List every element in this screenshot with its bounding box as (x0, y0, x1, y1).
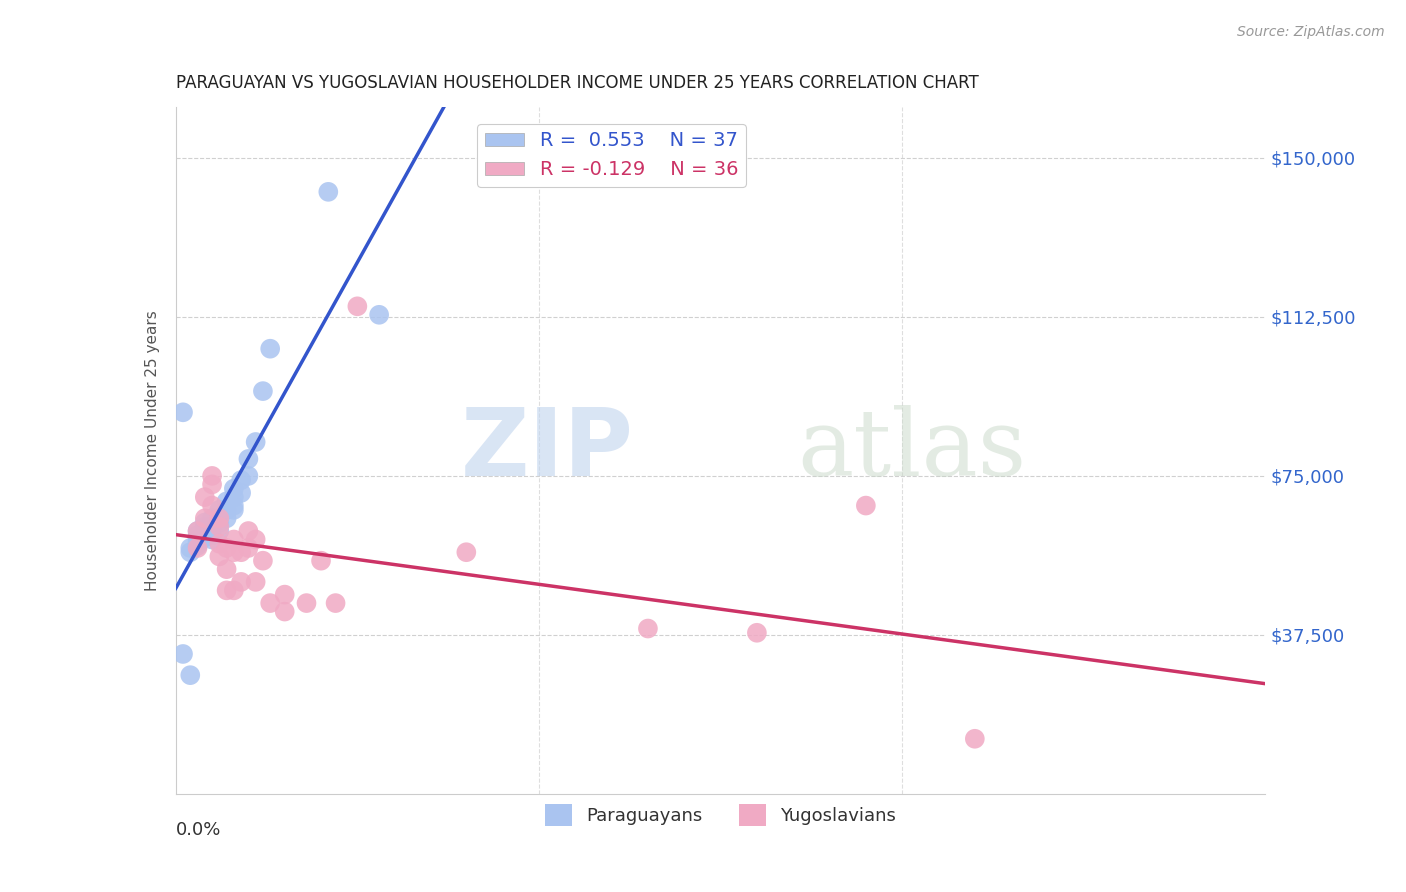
Point (172, 405, 194, 419)
Point (238, 524, 260, 538)
Point (222, 490, 245, 504)
Point (222, 499, 245, 513)
Point (238, 452, 260, 467)
Point (194, 511, 217, 525)
Point (194, 528, 217, 542)
Text: 0.0%: 0.0% (176, 822, 221, 839)
Point (252, 554, 274, 568)
Point (208, 516, 231, 530)
Point (186, 528, 209, 542)
Point (215, 511, 238, 525)
Point (231, 473, 253, 487)
Point (745, 625, 768, 640)
Point (231, 545, 253, 559)
Text: ZIP: ZIP (461, 404, 633, 497)
Point (201, 499, 224, 513)
Point (238, 541, 260, 555)
Point (346, 299, 368, 313)
Point (186, 539, 209, 553)
Point (215, 541, 238, 555)
Point (179, 668, 201, 682)
Point (259, 342, 281, 356)
Y-axis label: Householder Income Under 25 years: Householder Income Under 25 years (145, 310, 160, 591)
Point (186, 524, 209, 538)
Point (208, 511, 231, 525)
Text: atlas: atlas (797, 406, 1026, 495)
Text: PARAGUAYAN VS YUGOSLAVIAN HOUSEHOLDER INCOME UNDER 25 YEARS CORRELATION CHART: PARAGUAYAN VS YUGOSLAVIAN HOUSEHOLDER IN… (176, 74, 979, 92)
Point (245, 574, 267, 589)
Point (222, 503, 245, 517)
Point (194, 490, 217, 504)
Point (318, 185, 340, 199)
Point (245, 533, 267, 547)
Point (201, 533, 224, 547)
Point (208, 520, 231, 534)
Point (295, 596, 318, 610)
Point (172, 647, 194, 661)
Point (231, 574, 253, 589)
Text: Source: ZipAtlas.com: Source: ZipAtlas.com (1237, 25, 1385, 39)
Point (201, 511, 224, 525)
Point (201, 520, 224, 534)
Point (179, 545, 201, 559)
Point (186, 537, 209, 551)
Point (215, 494, 238, 508)
Point (208, 549, 231, 564)
Point (274, 588, 297, 602)
Point (186, 524, 209, 538)
Legend: Paraguayans, Yugoslavians: Paraguayans, Yugoslavians (537, 797, 904, 833)
Point (194, 530, 217, 544)
Point (252, 384, 274, 398)
Point (201, 477, 224, 491)
Point (208, 537, 231, 551)
Point (222, 583, 245, 598)
Point (245, 434, 267, 449)
Point (855, 499, 877, 513)
Point (456, 545, 478, 559)
Point (325, 596, 347, 610)
Point (259, 596, 281, 610)
Point (231, 486, 253, 500)
Point (238, 469, 260, 483)
Point (222, 482, 245, 496)
Point (208, 524, 231, 538)
Point (208, 503, 231, 517)
Point (194, 520, 217, 534)
Point (274, 605, 297, 619)
Point (194, 516, 217, 530)
Point (215, 562, 238, 576)
Point (637, 622, 659, 636)
Point (201, 528, 224, 542)
Point (215, 583, 238, 598)
Point (222, 533, 245, 547)
Point (215, 503, 238, 517)
Point (309, 554, 332, 568)
Point (963, 731, 986, 746)
Point (201, 469, 224, 483)
Point (222, 545, 245, 559)
Point (368, 308, 391, 322)
Point (186, 533, 209, 547)
Point (186, 541, 209, 555)
Point (179, 541, 201, 555)
